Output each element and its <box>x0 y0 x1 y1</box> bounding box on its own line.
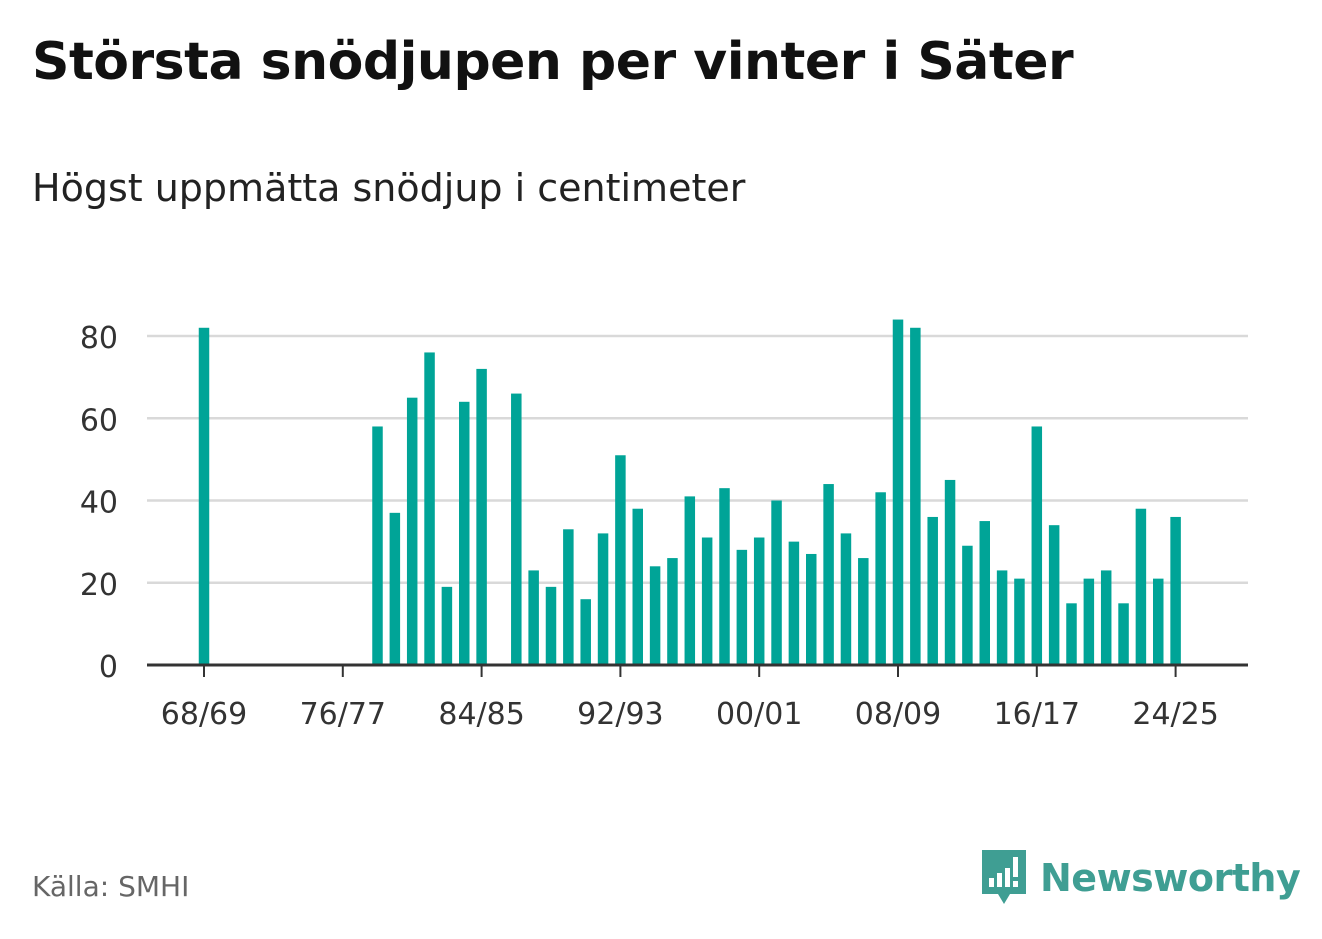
bar-16-17 <box>1031 426 1043 665</box>
bar-88-89 <box>545 586 557 665</box>
bar-03-04 <box>806 553 817 665</box>
chart-subtitle: Högst uppmätta snödjup i centimeter <box>32 166 746 210</box>
bar-97-98 <box>701 537 713 665</box>
bar-20-21 <box>1100 570 1112 665</box>
bar-11-12 <box>944 479 956 665</box>
bar-78-79 <box>372 426 383 665</box>
newsworthy-logo-icon <box>982 850 1026 904</box>
y-tick-label: 20 <box>80 568 118 603</box>
bar-95-96 <box>667 558 678 665</box>
bar-96-97 <box>684 496 696 665</box>
bar-14-15 <box>996 570 1008 665</box>
bar-01-02 <box>771 500 782 665</box>
x-tick-label: 00/01 <box>716 697 802 732</box>
bar-09-10 <box>910 327 921 665</box>
y-tick-label: 80 <box>80 321 118 356</box>
bar-12-13 <box>962 545 973 665</box>
bar-06-07 <box>858 558 869 665</box>
bar-24-25 <box>1170 516 1181 665</box>
bar-93-94 <box>632 508 643 665</box>
bar-82-83 <box>441 586 453 665</box>
chart-title: Största snödjupen per vinter i Säter <box>32 32 1074 92</box>
bar-18-19 <box>1066 603 1077 665</box>
bar-22-23 <box>1135 508 1147 665</box>
x-tick-label: 24/25 <box>1132 697 1218 732</box>
bar-68-69 <box>198 327 210 665</box>
bar-15-16 <box>1014 578 1025 665</box>
brand-logo: Newsworthy <box>980 848 1301 908</box>
x-axis-ticks: 68/69 76/77 84/85 92/93 00/01 08/09 16/17 24/25 <box>161 665 1219 732</box>
bar-17-18 <box>1048 525 1060 665</box>
bar-84-85 <box>476 368 487 665</box>
bar-08-09 <box>892 319 904 665</box>
bars <box>198 319 1181 665</box>
bar-05-06 <box>840 533 852 665</box>
bar-92-93 <box>615 455 626 665</box>
bar-23-24 <box>1153 578 1164 665</box>
bar-89-90 <box>563 529 574 665</box>
bar-19-20 <box>1083 578 1095 665</box>
bar-00-01 <box>753 537 765 665</box>
bar-99-00 <box>736 549 748 665</box>
bar-98-99 <box>719 488 730 665</box>
x-tick-label: 68/69 <box>161 697 247 732</box>
bar-81-82 <box>424 352 435 665</box>
bar-91-92 <box>597 533 609 665</box>
gridlines <box>147 334 1248 584</box>
y-axis-ticks: 0 20 40 60 80 <box>80 321 118 685</box>
brand-name: Newsworthy <box>1040 856 1301 900</box>
bar-79-80 <box>389 512 401 665</box>
x-tick-label: 84/85 <box>438 697 524 732</box>
y-tick-label: 0 <box>99 650 118 685</box>
bar-94-95 <box>649 566 661 665</box>
x-tick-label: 76/77 <box>300 697 386 732</box>
bar-07-08 <box>875 492 886 665</box>
bar-04-05 <box>823 484 834 665</box>
bar-80-81 <box>406 397 418 665</box>
bar-87-88 <box>528 570 539 665</box>
bar-86-87 <box>511 393 522 665</box>
y-tick-label: 40 <box>80 486 118 521</box>
bar-13-14 <box>979 521 990 665</box>
bar-02-03 <box>788 541 800 665</box>
source-note: Källa: SMHI <box>32 870 190 903</box>
bar-90-91 <box>580 599 591 665</box>
x-tick-label: 92/93 <box>577 697 663 732</box>
bar-83-84 <box>459 401 470 665</box>
x-tick-label: 08/09 <box>855 697 941 732</box>
x-tick-label: 16/17 <box>994 697 1080 732</box>
y-tick-label: 60 <box>80 403 118 438</box>
bar-21-22 <box>1118 603 1129 665</box>
bar-10-11 <box>927 516 938 665</box>
